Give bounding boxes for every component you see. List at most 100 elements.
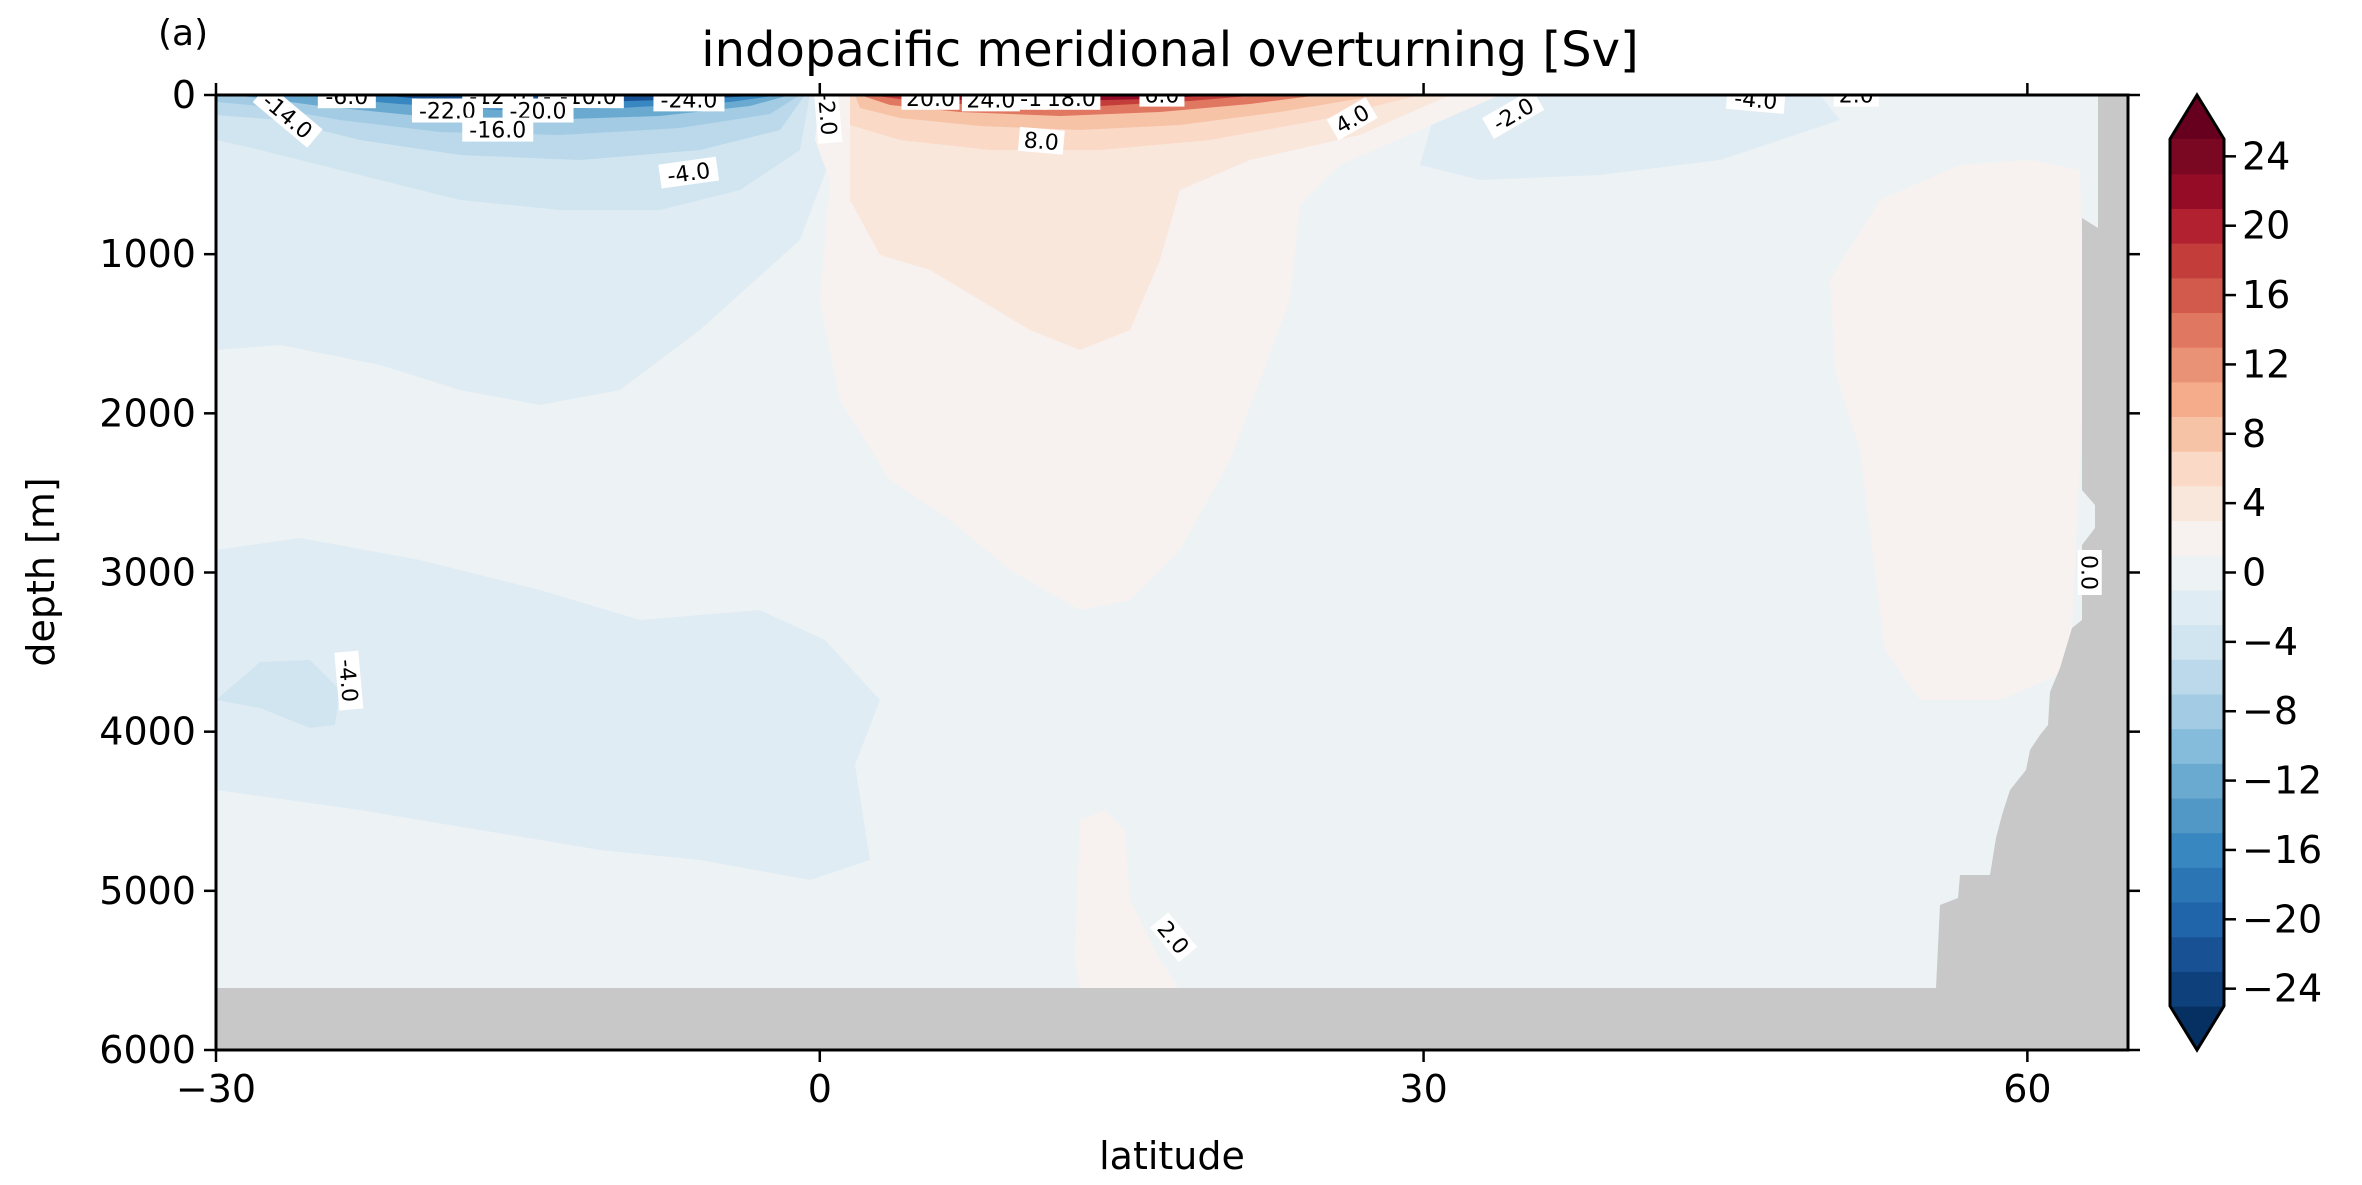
colorbar-segment xyxy=(2170,208,2224,244)
colorbar-tick-label: 12 xyxy=(2242,342,2290,386)
colorbar-segment xyxy=(2170,139,2224,175)
contour-label: 24.0 xyxy=(961,88,1020,113)
x-axis-label: latitude xyxy=(1099,1134,1245,1178)
contour-label-text: 6.0 xyxy=(1144,84,1179,109)
colorbar-segment xyxy=(2170,763,2224,799)
contour-label-bg xyxy=(901,95,960,110)
contour-label-text: 20.0 xyxy=(906,87,955,112)
y-tick-label: 1000 xyxy=(99,232,196,276)
y-tick-label: 2000 xyxy=(99,391,196,435)
contour-label-text: -1 xyxy=(1020,87,1042,112)
y-axis-label: depth [m] xyxy=(19,477,63,666)
colorbar-segment xyxy=(2170,243,2224,279)
colorbar-tick-label: −4 xyxy=(2242,620,2298,664)
panel-label: (a) xyxy=(158,13,208,54)
colorbar-segment xyxy=(2170,555,2224,591)
colorbar-tick-label: −16 xyxy=(2242,828,2322,872)
x-tick-label: 30 xyxy=(1399,1067,1447,1111)
y-tick-label: 4000 xyxy=(99,710,196,754)
land-mask-bottom xyxy=(216,988,2128,1050)
y-axis: 0 1000 2000 3000 4000 5000 6000 xyxy=(99,73,2140,1072)
x-axis: −30 0 30 60 xyxy=(176,83,2052,1111)
colorbar-tick-label: 16 xyxy=(2242,273,2290,317)
colorbar-segment xyxy=(2170,728,2224,764)
contour-pos2-north xyxy=(1830,160,2085,700)
contour-neg2-west-lower xyxy=(216,538,880,880)
contour-label: -4.0 xyxy=(333,650,364,711)
contour-label-bg xyxy=(1725,95,1786,114)
contour-label-bg xyxy=(1326,97,1378,141)
colorbar-segment xyxy=(2170,797,2224,834)
colorbar-outline xyxy=(2168,92,2226,1053)
contour-label-text: 18.0 xyxy=(1047,87,1096,112)
colorbar-segment xyxy=(2170,693,2224,730)
contour-label-text: 8.0 xyxy=(1023,128,1060,156)
contour-label-text: -4.0 xyxy=(666,159,712,190)
contour-label: 0.0 xyxy=(2076,550,2102,595)
colorbar-tick-label: −12 xyxy=(2242,759,2322,803)
contour-label-text: -6.0 xyxy=(325,85,368,110)
colorbar-tick-label: 8 xyxy=(2242,412,2266,456)
contour-inline-labels: -6.0-12.0-1-10.0-24.0-22.0-20.0-16.0-14.… xyxy=(252,84,2102,963)
colorbar-segment xyxy=(2170,659,2224,695)
contour-label-bg xyxy=(813,95,843,144)
colorbar-segment xyxy=(2170,381,2224,418)
contour-label-text: 0.0 xyxy=(2076,555,2101,590)
colorbar-segment xyxy=(2170,936,2224,972)
colorbar-segment xyxy=(2170,971,2224,1007)
contour-label-text: -2.0 xyxy=(812,92,841,137)
contour-label-bg xyxy=(252,95,323,148)
contour-label: 2.0 xyxy=(1833,84,1879,109)
y-tick-label: 0 xyxy=(172,73,196,117)
contour-label: -4.0 xyxy=(658,156,720,190)
contour-label: -6.0 xyxy=(317,85,376,110)
contour-label-bg xyxy=(1149,912,1198,963)
contour-label-bg xyxy=(658,156,720,189)
contour-label: -1 xyxy=(1015,87,1048,112)
contour-label-bg xyxy=(1482,95,1545,139)
colorbar-segment xyxy=(2170,312,2224,348)
contour-label-bg xyxy=(1015,95,1048,110)
colorbar-tick-label: 20 xyxy=(2242,204,2290,248)
colorbar-tick-label: 4 xyxy=(2242,481,2266,525)
land-mask-north xyxy=(1936,95,2128,1050)
chart-title: indopacific meridional overturning [Sv] xyxy=(701,22,1638,78)
contour-label: 18.0 xyxy=(1042,87,1101,112)
colorbar-tick-label: 0 xyxy=(2242,551,2266,595)
colorbar-tick-label: −20 xyxy=(2242,897,2322,941)
contour-neg4-deep-spot xyxy=(216,660,340,728)
contour-label-bg xyxy=(961,95,1020,112)
x-tick-label: 60 xyxy=(2003,1067,2051,1111)
contour-label: 20.0 xyxy=(901,87,960,112)
colorbar-segment xyxy=(2170,589,2224,626)
contour-label-bg xyxy=(334,650,364,711)
contour-label: -16.0 xyxy=(462,117,534,144)
colorbar-segment xyxy=(2170,520,2224,556)
contour-label: -4.0 xyxy=(1725,95,1786,115)
colorbar-segment xyxy=(2170,451,2224,487)
contour-label-bg xyxy=(462,117,534,142)
x-tick-label: 0 xyxy=(808,1067,832,1111)
plot-area: -6.0-12.0-1-10.0-24.0-22.0-20.0-16.0-14.… xyxy=(216,84,2128,1050)
colorbar-tick-label: −8 xyxy=(2242,689,2298,733)
contour-label-text: -24.0 xyxy=(660,88,717,113)
contour-label-bg xyxy=(1833,95,1879,107)
contour-pos4 xyxy=(850,95,1450,350)
contour-label-text: 2.0 xyxy=(1839,84,1874,109)
colorbar-segment xyxy=(2170,867,2224,903)
colorbar-segment xyxy=(2170,277,2224,313)
contour-label: -24.0 xyxy=(653,88,725,113)
y-tick-label: 3000 xyxy=(99,551,196,595)
colorbar-segment xyxy=(2170,173,2224,209)
contour-label-bg xyxy=(1017,126,1065,155)
colorbar-segment xyxy=(2170,624,2224,660)
contour-label-text: -10.0 xyxy=(560,85,617,110)
contour-label: 8.0 xyxy=(1017,126,1065,156)
colorbar-tick-label: −24 xyxy=(2242,967,2322,1011)
colorbar-extend-low xyxy=(2170,1006,2224,1050)
contour-label-text: 24.0 xyxy=(966,88,1015,113)
contour-label-text: -16.0 xyxy=(469,119,526,144)
colorbar-tick-label: 24 xyxy=(2242,134,2290,178)
colorbar-extend-high xyxy=(2170,95,2224,139)
